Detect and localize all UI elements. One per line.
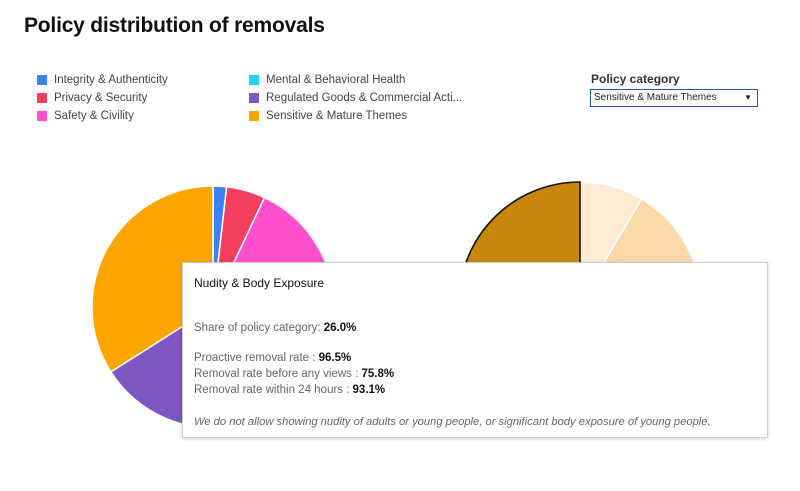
tooltip-description: We do not allow showing nudity of adults… — [194, 416, 711, 428]
tooltip-before-views-label: Removal rate before any views : — [194, 368, 359, 380]
legend-swatch — [249, 92, 259, 103]
tooltip-within-24h-label: Removal rate within 24 hours : — [194, 384, 350, 396]
tooltip-share-value: 26.0% — [323, 322, 357, 334]
legend-swatch — [249, 74, 259, 85]
tooltip-title: Nudity & Body Exposure — [194, 276, 325, 290]
legend-swatch — [37, 110, 47, 121]
legend-label: Integrity & Authenticity — [54, 73, 168, 86]
legend-item-mental-health[interactable]: Mental & Behavioral Health — [249, 72, 477, 87]
tooltip-within-24h-value: 93.1% — [352, 384, 386, 396]
tooltip-within-24h: Removal rate within 24 hours : 93.1% — [194, 384, 385, 396]
legend-label: Sensitive & Mature Themes — [266, 109, 408, 122]
tooltip-proactive-label: Proactive removal rate : — [194, 352, 316, 364]
policy-category-selected: Sensitive & Mature Themes — [594, 92, 717, 103]
page-title: Policy distribution of removals — [24, 14, 325, 37]
legend-label: Privacy & Security — [54, 91, 148, 104]
legend-item-safety[interactable]: Safety & Civility — [37, 108, 249, 123]
tooltip-proactive-value: 96.5% — [318, 352, 352, 364]
legend-swatch — [37, 74, 47, 85]
tooltip-proactive: Proactive removal rate : 96.5% — [194, 352, 351, 364]
legend-label: Safety & Civility — [54, 109, 134, 122]
legend-swatch — [37, 92, 47, 103]
tooltip-share-label: Share of policy category: — [194, 322, 321, 334]
legend-item-sensitive[interactable]: Sensitive & Mature Themes — [249, 108, 477, 123]
tooltip-before-views: Removal rate before any views : 75.8% — [194, 368, 394, 380]
tooltip: Nudity & Body Exposure Share of policy c… — [182, 262, 768, 438]
legend-item-regulated-goods[interactable]: Regulated Goods & Commercial Acti... — [249, 90, 477, 105]
tooltip-share: Share of policy category: 26.0% — [194, 322, 356, 334]
legend-item-integrity[interactable]: Integrity & Authenticity — [37, 72, 249, 87]
policy-category-label: Policy category — [591, 72, 680, 86]
chart-legend: Integrity & Authenticity Mental & Behavi… — [37, 72, 477, 123]
legend-label: Mental & Behavioral Health — [266, 73, 406, 86]
legend-item-privacy[interactable]: Privacy & Security — [37, 90, 249, 105]
legend-label: Regulated Goods & Commercial Acti... — [266, 91, 463, 104]
legend-swatch — [249, 110, 259, 121]
tooltip-before-views-value: 75.8% — [361, 368, 395, 380]
policy-category-dropdown[interactable]: Sensitive & Mature Themes ▼ — [590, 89, 758, 107]
caret-down-icon: ▼ — [744, 93, 752, 102]
